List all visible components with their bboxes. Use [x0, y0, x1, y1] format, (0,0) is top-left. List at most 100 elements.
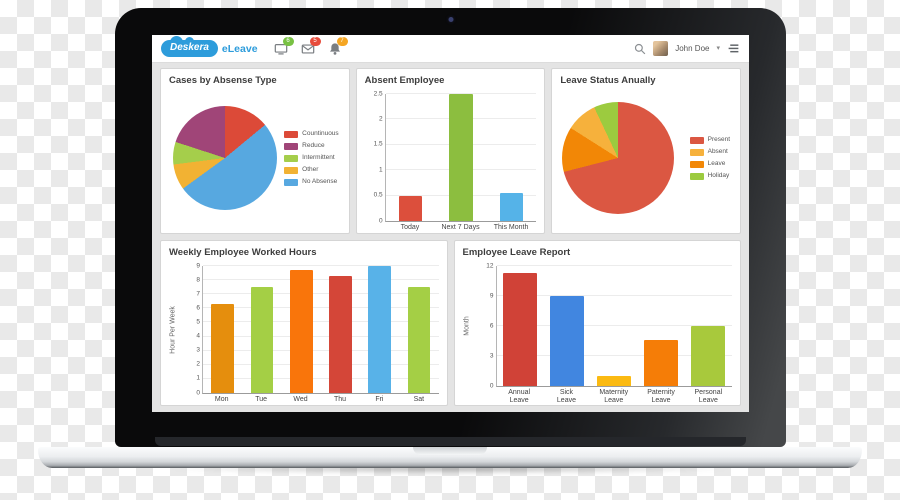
laptop-hinge: [155, 437, 746, 446]
legend-label: Countinuous: [302, 129, 339, 137]
gridline: [203, 265, 439, 266]
card-title: Absent Employee: [364, 75, 445, 86]
gridline: [203, 363, 439, 365]
bar: [407, 287, 431, 393]
gridline: [496, 325, 732, 326]
y-tick-label: 6: [489, 321, 494, 329]
x-tick-label: Personal Leave: [694, 389, 723, 405]
pie-chart-leave-status: Present Absent Leave Holiday: [560, 88, 732, 228]
x-tick-label: Sat: [413, 396, 425, 403]
x-tick-label: Mon: [214, 396, 229, 403]
y-tick-label: 7: [196, 289, 200, 297]
bar: [368, 266, 391, 393]
bar: [691, 326, 726, 386]
menu-icon[interactable]: [727, 42, 740, 55]
app-header: Deskera eLeave 6 5: [152, 35, 749, 63]
gridline: [203, 349, 439, 351]
bar: [644, 340, 679, 386]
app-screen: Deskera eLeave 6 5: [152, 35, 749, 412]
pie: [173, 106, 277, 210]
card-title: Cases by Absense Type: [169, 75, 277, 86]
bar: [597, 376, 632, 386]
legend-swatch: [284, 178, 299, 186]
legend-swatch: [689, 172, 704, 180]
y-tick-label: 9: [196, 261, 200, 269]
bell-badge: 7: [336, 36, 348, 46]
plot-area: 0 0.5 1 1.5 2 2.5: [374, 90, 537, 223]
gridline: [496, 295, 732, 296]
legend-item: Leave: [689, 159, 730, 168]
y-tick-label: 0.5: [373, 191, 383, 199]
bar: [329, 275, 352, 393]
y-tick-label: 0: [196, 388, 200, 396]
bell-icon[interactable]: 7: [328, 36, 348, 56]
dashboard-row-2: Weekly Employee Worked Hours Hour Per We…: [160, 240, 741, 406]
user-name[interactable]: John Doe: [675, 44, 710, 53]
product-name: eLeave: [221, 42, 258, 55]
header-right: John Doe ▾: [634, 41, 740, 56]
y-tick-label: 12: [486, 261, 494, 269]
x-tick-label: Fri: [375, 396, 384, 403]
y-axis-title: Month: [463, 316, 470, 336]
legend-item: Countinuous: [284, 129, 339, 138]
gridline: [203, 307, 439, 309]
bar: [250, 287, 274, 393]
x-tick-label: Maternity Leave: [599, 389, 629, 405]
chat-icon[interactable]: 6: [274, 36, 294, 56]
user-avatar[interactable]: [653, 41, 669, 56]
y-tick-label: 2.5: [373, 89, 383, 97]
x-tick-label: Today: [400, 224, 420, 231]
legend-swatch: [284, 142, 299, 150]
search-icon[interactable]: [634, 43, 646, 55]
card-title: Leave Status Anually: [560, 75, 656, 86]
laptop-frame: Deskera eLeave 6 5: [115, 8, 786, 447]
chart-legend: Countinuous Reduce Intermittent Other No Abs…: [284, 129, 339, 186]
y-tick-label: 6: [196, 304, 200, 312]
legend-label: Present: [707, 135, 731, 143]
legend-item: Intermittent: [284, 153, 339, 162]
gridline: [203, 321, 439, 323]
legend-label: Other: [302, 165, 319, 173]
mail-icon[interactable]: 5: [301, 36, 321, 56]
chat-badge: 6: [282, 36, 294, 46]
card-leave-status-annually: Leave Status Anually Present Absent Leave H…: [551, 68, 742, 234]
x-tick-label: This Month: [493, 224, 529, 231]
legend-label: Leave: [707, 159, 726, 167]
mail-badge: 5: [309, 36, 321, 46]
x-tick-label: Next 7 Days: [441, 224, 480, 231]
laptop-base: [38, 447, 862, 468]
x-tick-label: Thu: [333, 396, 346, 403]
dashboard-row-1: Cases by Absense Type Countinuous Reduce I…: [160, 68, 742, 234]
y-tick-label: 3: [196, 346, 200, 354]
y-tick-label: 0: [379, 216, 383, 224]
legend-item: Absent: [689, 148, 730, 156]
card-absent-employee: Absent Employee 0 0.5 1 1.5 2 2.5 Today Next 7 …: [355, 68, 546, 234]
deskera-logo[interactable]: Deskera eLeave: [161, 36, 258, 57]
legend-swatch: [284, 154, 299, 162]
bar-chart-leave-report: Month 0 3 6 9 12 Annual Leave Sick Leave Materni…: [463, 260, 732, 404]
chevron-down-icon[interactable]: ▾: [716, 45, 720, 52]
x-tick-label: Paternity Leave: [647, 389, 675, 405]
deskera-cloud-logo: Deskera: [161, 36, 218, 57]
x-tick-label: Tue: [255, 396, 268, 403]
gridline: [203, 335, 439, 337]
pie-chart-cases: Countinuous Reduce Intermittent Other No Abs…: [169, 88, 341, 228]
pie: [562, 102, 675, 214]
y-tick-label: 2: [196, 360, 200, 368]
legend-item: No Absense: [284, 178, 339, 186]
bar: [449, 94, 473, 221]
legend-swatch: [284, 166, 299, 174]
gridline: [203, 293, 439, 295]
legend-label: Intermittent: [302, 153, 335, 161]
gridline: [496, 355, 732, 356]
bar: [550, 296, 585, 386]
card-weekly-worked-hours: Weekly Employee Worked Hours Hour Per We…: [160, 240, 448, 406]
y-tick-label: 8: [196, 275, 200, 283]
legend-item: Holiday: [689, 172, 730, 180]
legend-swatch: [284, 130, 299, 138]
legend-swatch: [689, 148, 704, 156]
bar: [211, 304, 234, 393]
gridline: [203, 279, 439, 281]
bar: [399, 195, 423, 221]
x-tick-label: Wed: [293, 396, 308, 403]
